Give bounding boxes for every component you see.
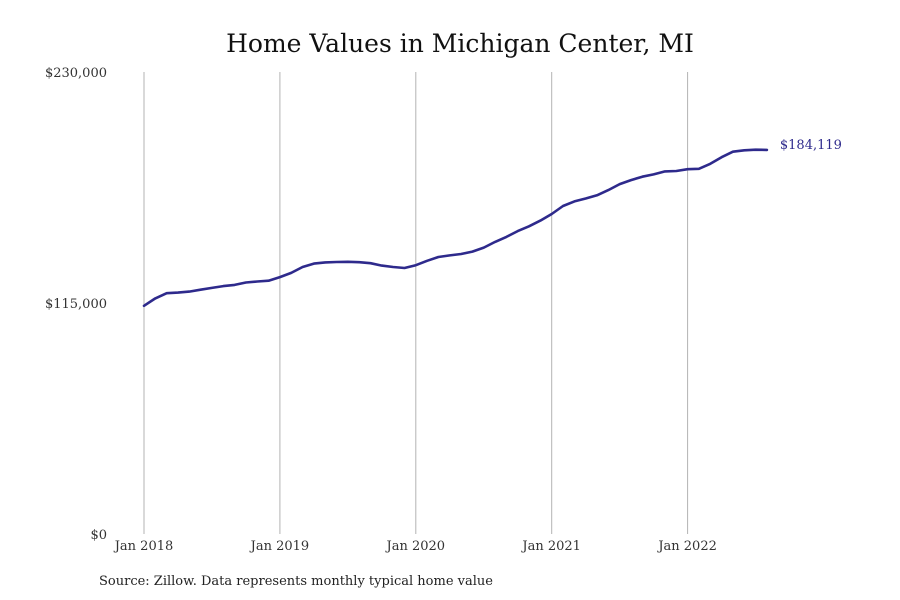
x-tick-label: Jan 2018 xyxy=(113,539,174,554)
x-tick-label: Jan 2021 xyxy=(520,539,581,554)
y-axis-ticks: $0 $115,000 $230,000 xyxy=(45,66,107,543)
grid-layer xyxy=(143,72,689,534)
series-line xyxy=(142,148,769,308)
series-layer xyxy=(142,148,769,308)
y-tick-label: $115,000 xyxy=(45,297,107,312)
x-axis-ticks: Jan 2018 Jan 2019 Jan 2020 Jan 2021 Jan 2022 xyxy=(113,539,717,554)
x-tick-label: Jan 2019 xyxy=(249,539,310,554)
x-tick-label: Jan 2022 xyxy=(656,539,717,554)
y-tick-label: $0 xyxy=(90,528,107,543)
source-note: Source: Zillow. Data represents monthly … xyxy=(99,574,493,589)
chart-title: Home Values in Michigan Center, MI xyxy=(226,29,694,58)
y-tick-label: $230,000 xyxy=(45,66,107,81)
end-value-label: $184,119 xyxy=(780,138,842,153)
x-tick-label: Jan 2020 xyxy=(385,539,446,554)
